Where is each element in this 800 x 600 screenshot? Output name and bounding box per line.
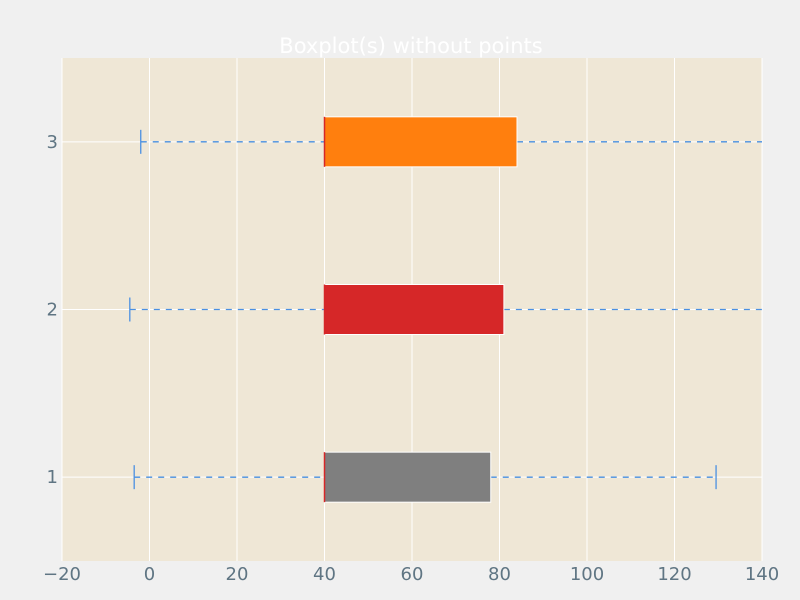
y-tick-label: 1: [47, 467, 58, 488]
y-tick-label: 3: [47, 132, 58, 153]
x-tick-label: 100: [570, 564, 604, 585]
box-rect: [324, 451, 492, 503]
x-tick-label: −20: [43, 564, 81, 585]
chart-title: Boxplot(s) without points: [279, 34, 542, 58]
x-tick-label: 80: [488, 564, 511, 585]
y-axis-ticks: 1 2 3: [47, 132, 58, 488]
x-axis-ticks: −20 0 20 40 60 80 100 120 140: [43, 564, 779, 585]
x-tick-label: 40: [313, 564, 336, 585]
box-rect: [324, 284, 505, 335]
box-2: [129, 284, 762, 335]
x-tick-label: 140: [745, 564, 779, 585]
y-tick-label: 2: [47, 300, 58, 321]
box-rect: [324, 116, 518, 168]
x-tick-label: 60: [401, 564, 424, 585]
x-tick-label: 20: [226, 564, 249, 585]
box-3: [140, 116, 762, 168]
box-1: [133, 451, 717, 503]
box-series: [129, 116, 762, 503]
x-tick-label: 0: [144, 564, 155, 585]
x-tick-label: 120: [657, 564, 691, 585]
